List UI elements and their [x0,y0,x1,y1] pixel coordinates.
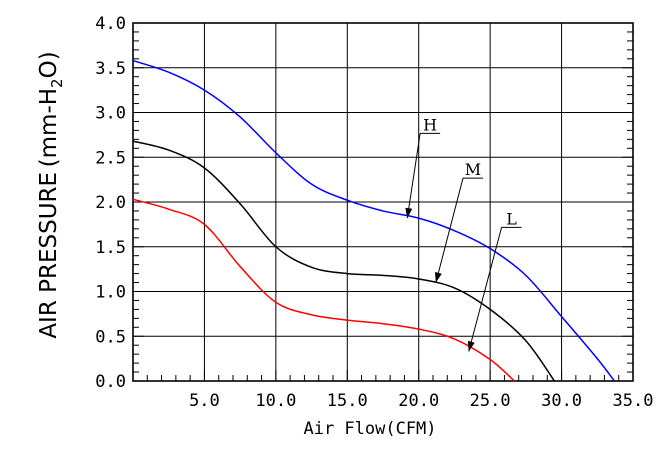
series-line-m [132,140,556,382]
y-tick-label: 0.0 [95,372,126,392]
x-tick-labels: 5.0 10.0 15.0 20.0 25.0 30.0 35.0 [189,391,653,411]
y-tick-label: 3.0 [95,104,126,124]
y-tick-label: 3.5 [95,59,126,79]
y-tick-label: 1.0 [95,283,126,303]
series-arrow-m [435,178,464,283]
series-arrowhead [405,207,413,219]
x-tick-label: 10.0 [255,391,296,411]
x-tick-label: 20.0 [398,391,439,411]
x-tick-label: 35.0 [613,391,654,411]
y-tick-label: 4.0 [95,14,126,34]
series-label-m: M [465,160,481,179]
x-tick-label: 25.0 [470,391,511,411]
series-arrowhead [434,271,442,283]
series-arrow-l [468,227,503,352]
y-tick-labels: 0.0 0.5 1.0 1.5 2.0 2.5 3.0 3.5 4.0 [95,14,126,392]
x-tick-label: 5.0 [189,391,220,411]
y-axis-title: AIR PRESSURE (mm-H2O) [36,51,66,338]
series-label-l: L [506,209,517,228]
series-arrow-h [406,133,421,219]
series-annotations: H M L [405,115,522,352]
grid [133,23,633,381]
plot-border [132,22,634,382]
plot-frame [132,22,634,382]
series-lines [132,59,616,382]
x-axis-title: Air Flow(CFM) [303,419,436,439]
y-tick-label: 2.5 [95,148,126,168]
series-label-h: H [423,115,437,134]
series-line-l [132,198,515,382]
y-tick-label: 1.5 [95,238,126,258]
series-arrowhead [467,340,475,352]
y-tick-label: 2.0 [95,193,126,213]
y-tick-label: 0.5 [95,327,126,347]
x-tick-label: 30.0 [541,391,582,411]
series-line-h [132,59,616,382]
x-tick-label: 15.0 [327,391,368,411]
